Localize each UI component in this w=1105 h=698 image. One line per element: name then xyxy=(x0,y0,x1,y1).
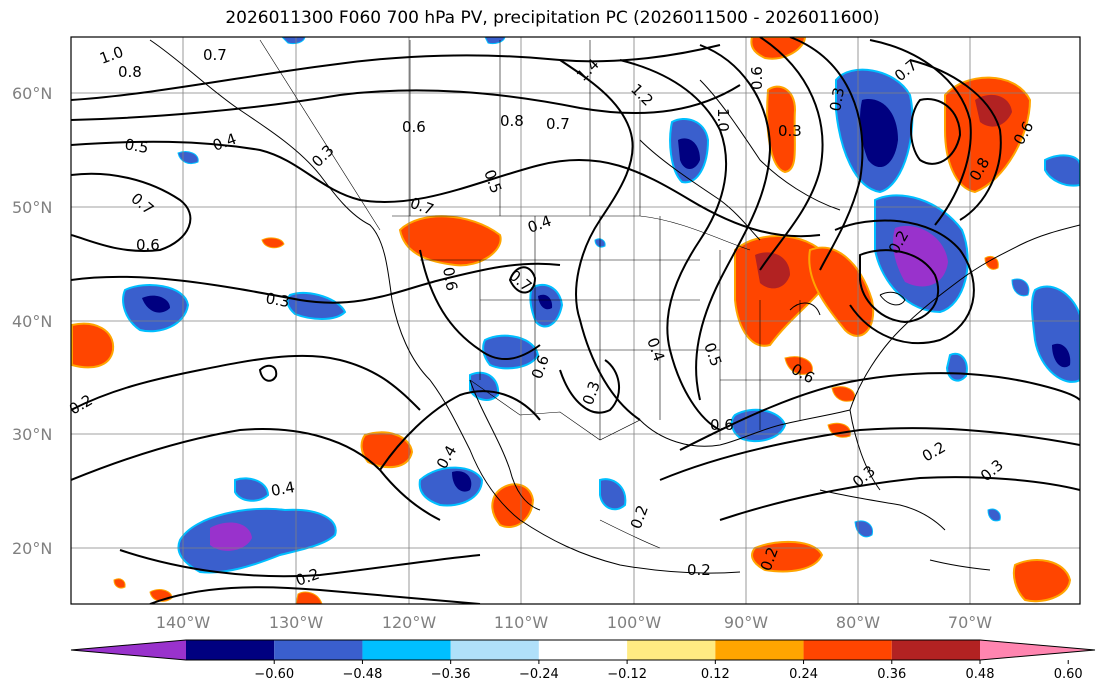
contour-label: 0.5 xyxy=(123,135,150,157)
lon-label: 120°W xyxy=(382,613,437,632)
colorbar-ticks: −0.60 −0.48 −0.36 −0.24 −0.12 0.12 0.24 0.36 0.4… xyxy=(254,660,1083,682)
political-borders xyxy=(259,39,860,549)
precip-blob xyxy=(599,478,627,511)
contour-label: 0.6 xyxy=(439,266,461,293)
figure-title: 2026011300 F060 700 hPa PV, precipitatio… xyxy=(225,8,880,28)
colorbar-tick-label: 0.48 xyxy=(966,667,995,682)
lon-label: 80°W xyxy=(836,613,880,632)
graticule xyxy=(71,37,1080,604)
precip-blob xyxy=(491,483,535,528)
pv-contours xyxy=(71,37,1080,604)
precip-blob xyxy=(295,591,323,604)
colorbar-tick-label: 0.12 xyxy=(701,667,730,682)
colorbar-segment xyxy=(538,640,628,660)
colorbar-tick-label: −0.24 xyxy=(519,667,559,682)
contour-label: 0.3 xyxy=(778,122,802,140)
colorbar xyxy=(70,639,1096,661)
colorbar-tick-label: −0.60 xyxy=(254,667,294,682)
colorbar-outline xyxy=(70,639,1096,661)
precip-blob xyxy=(751,540,824,573)
colorbar-tick-label: −0.36 xyxy=(431,667,471,682)
precip-blob xyxy=(261,237,285,249)
lat-labels: 60°N 50°N 40°N 30°N 20°N xyxy=(12,84,52,558)
lat-label: 20°N xyxy=(12,539,52,558)
lon-labels: 140°W 130°W 120°W 110°W 100°W 90°W 80°W … xyxy=(156,613,992,632)
precip-blob xyxy=(234,477,270,502)
precip-blob xyxy=(71,322,115,369)
contour-label: 0.8 xyxy=(500,112,524,130)
precip-blob xyxy=(538,294,553,310)
colorbar-segment xyxy=(627,640,716,660)
precip-blob xyxy=(452,471,472,492)
colorbar-tick-label: 0.24 xyxy=(789,667,818,682)
contour-label: 0.7 xyxy=(546,115,570,133)
precip-blob xyxy=(893,225,948,287)
lon-label: 100°W xyxy=(607,613,662,632)
precip-blob xyxy=(113,578,126,589)
contour-label: 0.3 xyxy=(264,289,291,311)
colorbar-segment xyxy=(715,640,804,660)
colorbar-tick-label: −0.12 xyxy=(607,667,647,682)
contour-label: 0.4 xyxy=(270,478,297,500)
precip-blob xyxy=(142,295,170,313)
lat-label: 40°N xyxy=(12,312,52,331)
precip-blob xyxy=(1012,559,1072,603)
colorbar-segment xyxy=(186,640,275,660)
colorbar-segment xyxy=(450,640,539,660)
colorbar-segment xyxy=(274,640,363,660)
contour-label: 0.2 xyxy=(687,561,711,579)
precip-blob xyxy=(945,352,968,382)
colorbar-tick-label: −0.48 xyxy=(343,667,383,682)
contour-label: 0.6 xyxy=(748,66,766,90)
colorbar-tick-label: 0.60 xyxy=(1054,667,1083,682)
precip-blob xyxy=(1052,343,1071,368)
colorbar-segment xyxy=(980,640,1095,660)
lat-label: 30°N xyxy=(12,425,52,444)
contour-label: 0.6 xyxy=(402,118,426,136)
precip-blob xyxy=(755,252,790,289)
lon-label: 110°W xyxy=(494,613,549,632)
precip-blob xyxy=(1044,154,1080,187)
precip-blob xyxy=(678,138,700,169)
precip-blob xyxy=(210,522,252,551)
map-border xyxy=(70,36,1081,605)
colorbar-segment xyxy=(71,640,186,660)
precip-blob xyxy=(854,520,874,538)
lat-label: 60°N xyxy=(12,84,52,103)
contour-label: 0.8 xyxy=(118,63,142,81)
lat-label: 50°N xyxy=(12,198,52,217)
lon-label: 130°W xyxy=(269,613,324,632)
colorbar-segment xyxy=(362,640,451,660)
colorbar-segment xyxy=(803,640,892,660)
contour-label: 0.7 xyxy=(203,46,227,64)
precip-blob xyxy=(860,99,898,168)
lon-label: 70°W xyxy=(948,613,992,632)
precip-blob xyxy=(987,508,1001,522)
lon-label: 90°W xyxy=(724,613,768,632)
colorbar-tick-label: 0.36 xyxy=(877,667,906,682)
contour-label: 0.6 xyxy=(136,236,160,254)
precip-blob xyxy=(984,255,999,270)
precip-blob xyxy=(1011,278,1030,297)
contour-label: 0.3 xyxy=(826,86,848,113)
contour-label: 0.6 xyxy=(710,416,734,434)
contour-label: 1.0 xyxy=(714,108,732,132)
lon-label: 140°W xyxy=(156,613,211,632)
precip-blob xyxy=(784,356,813,375)
colorbar-segment xyxy=(891,640,980,660)
precip-blob xyxy=(469,371,500,402)
